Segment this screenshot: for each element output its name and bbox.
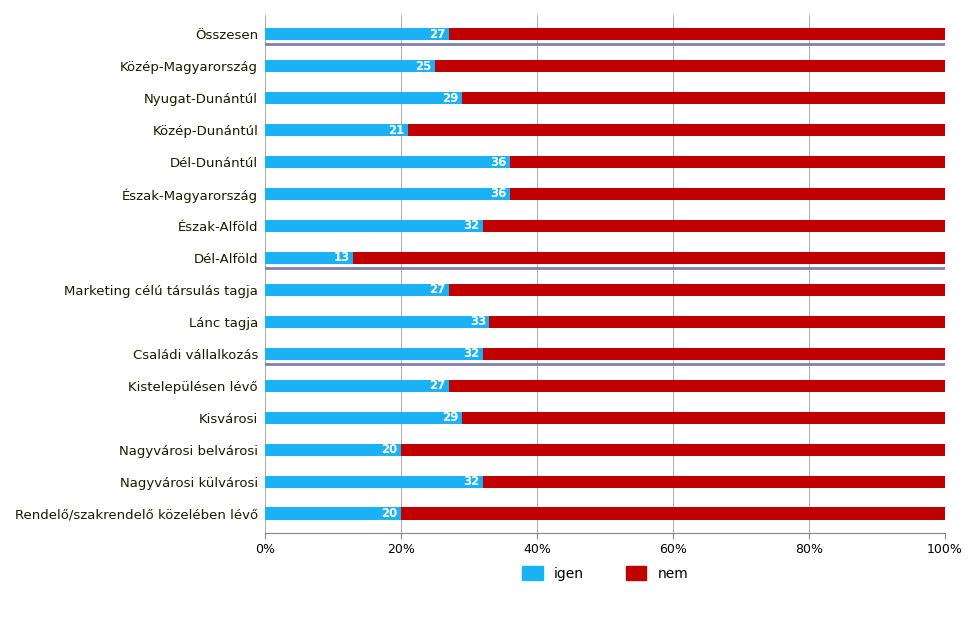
Bar	[265, 92, 462, 104]
Bar	[265, 475, 483, 487]
Bar	[509, 188, 944, 200]
Text: 25: 25	[415, 59, 431, 73]
Bar	[509, 156, 944, 168]
Legend: igen, nem: igen, nem	[515, 559, 695, 588]
Bar	[448, 28, 944, 40]
Text: 27: 27	[429, 379, 445, 392]
Bar	[265, 284, 448, 296]
Bar	[265, 348, 483, 360]
Bar	[401, 443, 944, 456]
Bar	[407, 124, 944, 136]
Bar	[448, 284, 944, 296]
Text: 20: 20	[381, 507, 398, 520]
Text: 29: 29	[442, 92, 458, 105]
Text: 36: 36	[489, 156, 506, 168]
Text: 27: 27	[429, 27, 445, 41]
Text: 20: 20	[381, 443, 398, 456]
Bar	[265, 188, 509, 200]
Bar	[462, 412, 944, 424]
Bar	[265, 380, 448, 392]
Bar	[483, 220, 944, 232]
Text: 32: 32	[462, 219, 479, 232]
Bar	[265, 507, 401, 519]
Bar	[448, 380, 944, 392]
Bar	[265, 252, 353, 264]
Bar	[265, 156, 509, 168]
Text: 33: 33	[469, 315, 486, 329]
Text: 27: 27	[429, 283, 445, 296]
Bar	[265, 412, 462, 424]
Text: 21: 21	[388, 124, 404, 137]
Bar	[265, 316, 488, 328]
Bar	[353, 252, 944, 264]
Text: 13: 13	[333, 251, 350, 264]
Bar	[483, 348, 944, 360]
Text: 32: 32	[462, 347, 479, 360]
Bar	[462, 92, 944, 104]
Bar	[265, 443, 401, 456]
Bar	[488, 316, 944, 328]
Bar	[265, 124, 407, 136]
Bar	[265, 60, 435, 72]
Bar	[435, 60, 944, 72]
Bar	[483, 475, 944, 487]
Text: 36: 36	[489, 188, 506, 200]
Text: 29: 29	[442, 411, 458, 424]
Bar	[265, 220, 483, 232]
Bar	[401, 507, 944, 519]
Text: 32: 32	[462, 475, 479, 488]
Bar	[265, 28, 448, 40]
